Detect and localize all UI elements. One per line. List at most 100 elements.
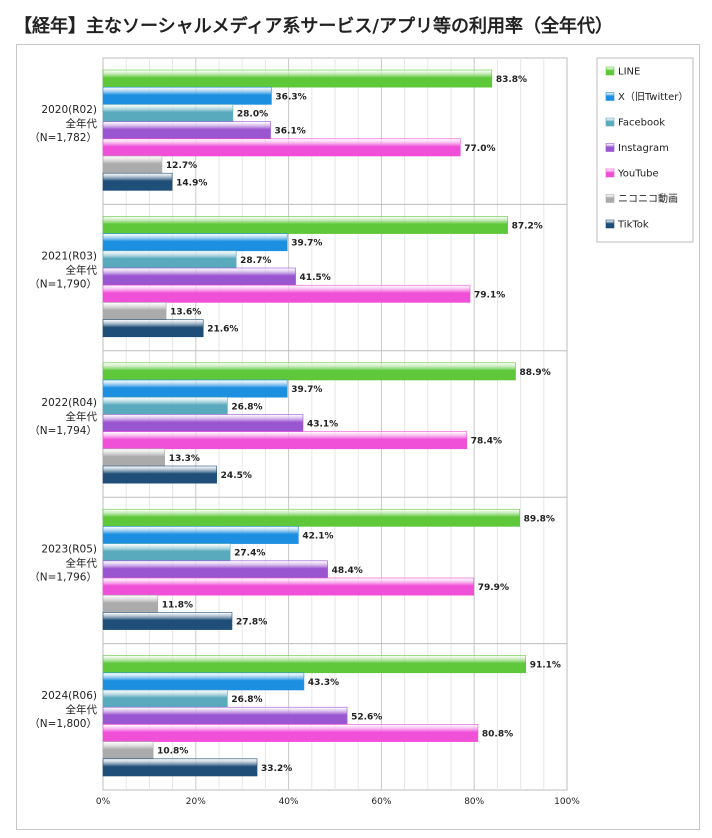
legend-label: Facebook [618,118,665,129]
bar [102,577,475,596]
bar-value-label: 36.3% [275,92,306,102]
bar-value-label: 33.2% [261,764,292,774]
bar-value-label: 28.0% [237,110,268,120]
bar [102,526,299,544]
x-tick-label: 0% [96,797,111,807]
group-label: 2022(R04) [41,397,97,409]
bar-value-label: 14.9% [176,178,207,188]
bar [102,689,228,708]
bar-value-label: 48.4% [332,566,363,576]
group-label: 全年代 [66,703,98,716]
bar [102,594,159,613]
bar-value-label: 11.8% [162,600,193,610]
x-tick-label: 40% [279,797,299,807]
group-label: 2023(R05) [41,543,97,555]
group-label: 2021(R03) [41,251,97,263]
bar [102,104,234,122]
bar [102,216,508,234]
bar [102,431,468,450]
bar-value-label: 80.8% [482,730,513,740]
bar [102,724,479,742]
bar-value-label: 42.1% [302,532,333,542]
bar-value-label: 79.1% [474,290,505,300]
bar-value-label: 36.1% [275,127,306,137]
bar-value-label: 88.9% [519,368,550,378]
group-label: 2024(R06) [41,690,97,702]
bar-value-label: 27.8% [236,618,267,628]
bar [102,414,304,432]
bar [102,319,204,338]
bar [102,172,173,191]
bar-value-label: 41.5% [300,273,331,283]
legend-swatch [605,168,615,178]
group-label: 全年代 [66,264,98,277]
bar-value-label: 13.6% [170,308,201,318]
bar-value-label: 52.6% [351,712,382,722]
group-label: 全年代 [66,117,98,130]
bar-value-label: 89.8% [524,514,555,524]
bar [102,362,516,381]
legend-label: YouTube [617,169,659,180]
bar [102,138,461,157]
x-tick-label: 60% [371,797,391,807]
bar [102,448,166,467]
x-tick-label: 100% [554,797,580,807]
bar-value-label: 24.5% [221,471,252,481]
group-label: （N=1,790） [29,279,97,291]
bar-value-label: 87.2% [512,222,543,232]
bar-value-label: 39.7% [291,385,322,395]
bar [102,302,167,320]
x-tick-label: 20% [186,797,206,807]
bar [102,86,272,105]
bar [102,155,163,174]
bar-value-label: 26.8% [231,695,262,705]
bar-value-label: 12.7% [166,161,197,171]
legend-swatch [605,194,615,203]
bar-value-label: 21.6% [207,325,238,335]
bar [102,69,493,88]
legend-label: Instagram [618,143,669,154]
bar-value-label: 13.3% [169,454,200,464]
bar [102,655,527,674]
bar [102,233,288,252]
legend-swatch [605,143,615,152]
legend-swatch [605,66,615,76]
group-label: （N=1,782） [29,132,97,144]
bar [102,250,237,269]
bar-value-label: 27.4% [234,549,265,559]
bar [102,508,520,527]
bar [102,758,258,777]
bar-value-label: 43.1% [307,420,338,430]
bar [102,396,228,415]
bar [102,465,217,484]
bar [102,379,288,398]
bar-value-label: 43.3% [308,678,339,688]
bar-value-label: 26.8% [231,402,262,412]
bar-value-label: 79.9% [478,583,509,593]
bar-value-label: 39.7% [291,239,322,249]
bar [102,560,328,579]
group-label: 全年代 [66,410,98,423]
bar [102,543,231,562]
legend-swatch [605,92,615,101]
group-label: （N=1,796） [29,571,97,583]
legend-label: ニコニコ動画 [618,192,678,205]
bar [102,706,348,725]
bar-value-label: 10.8% [157,747,188,757]
bar [102,612,233,630]
legend-label: TikTok [617,220,649,231]
bar [102,267,296,286]
legend-label: LINE [618,67,640,78]
chart-title: 【経年】主なソーシャルメディア系サービス/アプリ等の利用率（全年代） [14,16,613,37]
legend-label: X（旧Twitter） [618,91,688,103]
bar-value-label: 77.0% [464,144,495,154]
group-label: （N=1,800） [29,718,97,730]
legend-swatch [605,117,615,127]
bar-value-label: 78.4% [471,437,502,447]
bar-value-label: 91.1% [530,661,561,671]
bar [102,741,154,760]
x-tick-label: 80% [464,797,484,807]
bar [102,284,471,303]
bar [102,121,271,140]
